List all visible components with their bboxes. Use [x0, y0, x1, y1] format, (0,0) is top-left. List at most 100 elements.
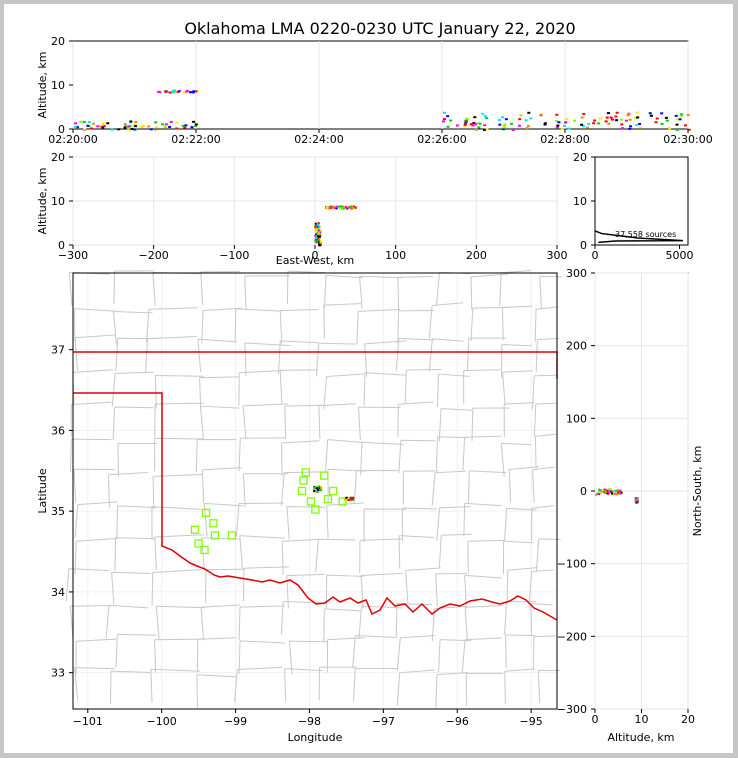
county-boundary-line	[199, 376, 239, 411]
lightning-source-point	[101, 126, 105, 129]
county-boundary-line	[326, 502, 364, 539]
lightning-source-point	[117, 128, 121, 131]
north-south-tick-label: 200	[566, 340, 587, 353]
county-boundary-line	[499, 269, 532, 306]
histogram-axes-frame	[594, 156, 689, 246]
lightning-source-point	[345, 498, 348, 501]
county-boundary-line	[508, 466, 540, 503]
lightning-source-point	[617, 492, 620, 495]
county-boundary-line	[150, 668, 200, 703]
county-boundary-line	[111, 571, 151, 606]
lightning-source-point	[655, 117, 659, 120]
county-boundary-line	[280, 440, 320, 477]
lightning-source-point	[320, 489, 323, 492]
lightning-source-point	[133, 125, 137, 128]
lightning-source-point	[158, 91, 162, 94]
lightning-source-point	[606, 112, 610, 115]
lightning-source-point	[123, 126, 127, 129]
lightning-source-point	[615, 119, 619, 122]
county-boundary-line	[428, 302, 464, 339]
lightning-source-point	[683, 124, 687, 127]
lightning-source-point	[519, 114, 523, 117]
east-west-tick-label: −300	[58, 249, 88, 262]
time-altitude-axes-frame	[72, 40, 689, 130]
time-altitude-panel: 02:20:00 02:22:00 02:24:00 02:26:00 02:28:00…	[36, 35, 713, 146]
county-boundary-line	[398, 535, 435, 569]
county-boundary-line	[467, 470, 507, 504]
county-boundary-line	[505, 634, 536, 668]
county-boundary-line	[244, 275, 290, 309]
lightning-source-point	[597, 122, 601, 125]
lightning-source-point	[149, 128, 153, 131]
lightning-source-point	[555, 113, 559, 116]
lightning-source-point	[345, 206, 348, 209]
county-boundary-line	[242, 473, 289, 507]
lightning-source-point	[543, 123, 547, 126]
lightning-source-point	[674, 114, 678, 117]
lightning-source-point	[446, 115, 450, 118]
lightning-source-point	[317, 222, 320, 225]
northsouth-ylabel: North-South, km	[691, 446, 704, 537]
county-boundary-line	[398, 439, 436, 474]
lightning-source-point	[192, 90, 196, 93]
county-boundary-line	[286, 270, 326, 305]
county-boundary-line	[146, 307, 198, 343]
lightning-source-point	[350, 205, 353, 208]
latitude-tick-label: 33	[51, 667, 65, 680]
altitude-tick-label: 10	[51, 195, 65, 208]
county-boundary-line	[471, 407, 510, 442]
lightning-source-point	[595, 493, 598, 496]
latitude-tick-label: 36	[51, 424, 65, 437]
lightning-source-point	[164, 90, 168, 93]
lightning-source-point	[611, 491, 614, 494]
lightning-source-point	[529, 117, 533, 120]
lightning-source-point	[314, 222, 317, 225]
county-boundary-line	[435, 572, 467, 607]
county-boundary-line	[200, 604, 241, 641]
county-boundary-line	[323, 373, 364, 410]
county-boundary-line	[238, 437, 286, 472]
county-boundary-line	[155, 605, 206, 640]
lightning-source-point	[474, 128, 478, 131]
time-tick-label: 02:26:00	[417, 133, 466, 146]
county-boundary-line	[463, 502, 502, 537]
altitude-tick-label: 10	[51, 79, 65, 92]
lightning-source-point	[610, 118, 614, 121]
lightning-source-point	[319, 229, 322, 232]
county-boundary-line	[532, 466, 555, 503]
county-boundary-line	[74, 334, 116, 371]
lightning-source-point	[103, 125, 107, 128]
lightning-source-point	[442, 120, 446, 123]
lightning-source-point	[170, 91, 174, 94]
county-boundary-line	[428, 338, 464, 372]
lightning-source-point	[191, 91, 195, 94]
lightning-source-point	[316, 239, 319, 242]
county-boundary-line	[73, 468, 114, 503]
lightning-source-point	[318, 487, 321, 490]
lightning-source-point	[624, 119, 628, 122]
lightning-source-point	[317, 488, 320, 491]
lightning-source-point	[680, 113, 684, 116]
lightning-source-point	[348, 206, 351, 209]
lightning-source-point	[471, 124, 475, 127]
lightning-source-point	[86, 124, 90, 127]
altitude-histogram-panel: 0 5000 0 10 20 37,558 sources	[573, 151, 694, 262]
lightning-source-point	[175, 121, 179, 124]
lightning-source-point	[194, 125, 198, 128]
lightning-source-point	[600, 492, 603, 495]
east-west-altitude-panel: −300 −200 −100 0 100 200 300 0 10 20 Altitude, km…	[36, 151, 568, 267]
lightning-source-point	[635, 497, 638, 500]
lightning-source-point	[543, 122, 547, 125]
lma-station-marker	[306, 497, 316, 506]
county-boundary-line	[280, 471, 323, 506]
lightning-source-point	[678, 118, 682, 121]
east-west-tick-label: −100	[219, 249, 249, 262]
altitude-tick-label: 0	[58, 123, 65, 136]
county-boundary-line	[356, 308, 401, 345]
count-tick-label: 5000	[666, 249, 694, 262]
lightning-source-point	[592, 122, 596, 125]
county-boundary-line	[318, 666, 357, 701]
lightning-source-point	[147, 125, 151, 128]
lightning-source-point	[317, 224, 320, 227]
lightning-source-point	[598, 488, 601, 491]
